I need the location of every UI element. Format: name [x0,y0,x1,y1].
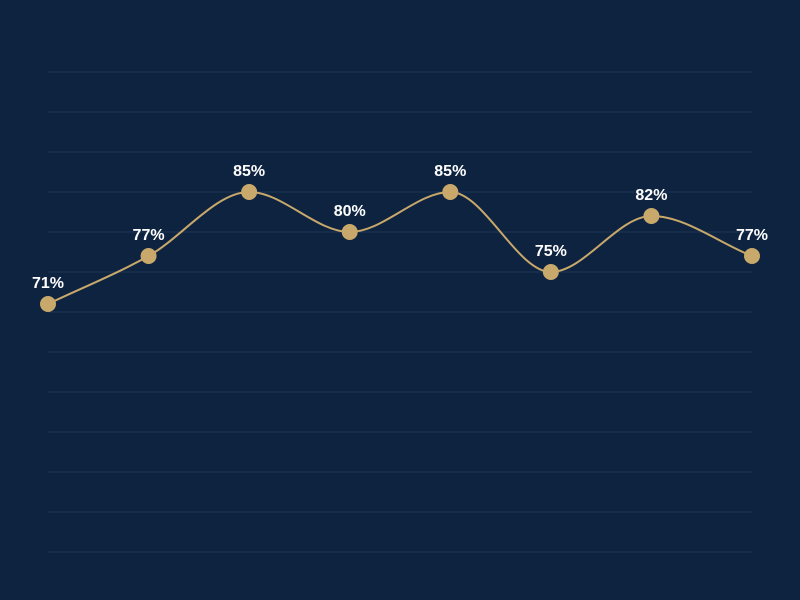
data-point [744,248,760,264]
data-point [241,184,258,200]
data-label: 77% [736,227,768,244]
data-point [140,248,157,264]
data-label: 82% [635,187,667,204]
data-points [40,184,760,312]
data-label: 75% [535,243,567,260]
series-line [47,190,753,305]
data-label: 85% [434,163,466,180]
data-label: 80% [334,203,366,220]
data-labels: 71% 77% 85% 80% 85% 75% 82% 77% [32,163,768,292]
data-label: 77% [133,227,165,244]
grid-lines [48,71,752,553]
data-point [341,224,358,240]
data-point [442,184,459,200]
data-point [40,296,56,312]
data-point [542,264,559,280]
data-point [643,208,660,224]
data-label: 71% [32,275,64,292]
data-label: 85% [233,163,265,180]
